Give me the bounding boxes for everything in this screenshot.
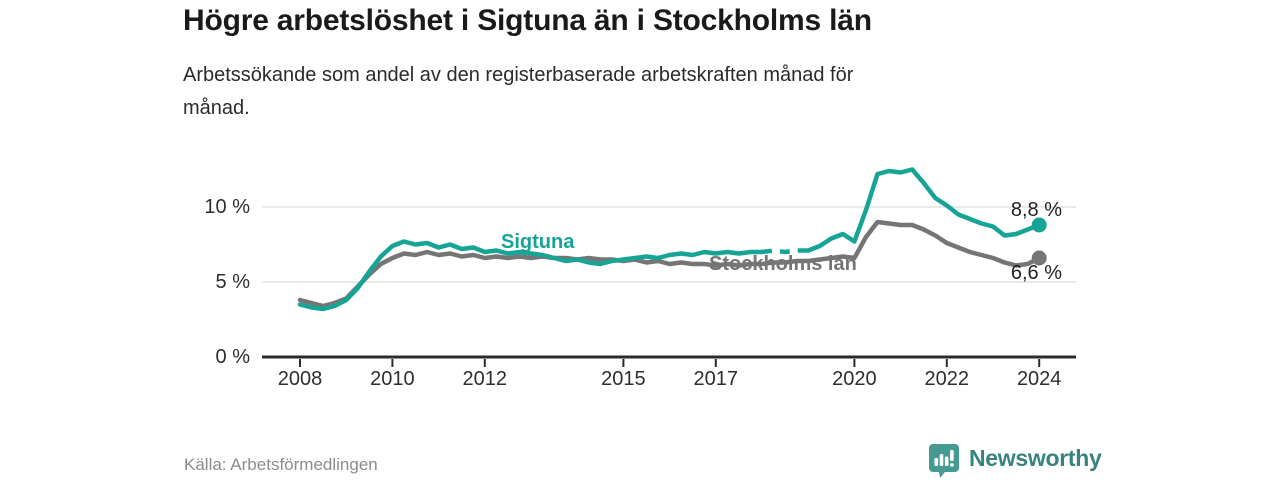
newsworthy-logo: Newsworthy	[928, 443, 1102, 479]
x-tick-label: 2012	[462, 368, 508, 390]
x-axis	[262, 355, 1076, 367]
y-tick-label: 5 %	[215, 271, 250, 293]
end-dot-stockholms-län	[1031, 250, 1047, 266]
x-tick-label: 2010	[370, 368, 415, 390]
brand-name: Newsworthy	[969, 445, 1102, 471]
chart-subtitle: Arbetssökande som andel av den registerb…	[183, 59, 1063, 125]
source-credit: Källa: Arbetsförmedlingen	[184, 455, 378, 474]
end-value-stockholm: 6,6 %	[1010, 262, 1062, 284]
chart-title: Högre arbetslöshet i Sigtuna än i Stockh…	[183, 4, 872, 37]
line-sigtuna	[805, 167, 1042, 253]
series-label-sigtuna: Sigtuna	[501, 231, 575, 253]
end-dot-sigtuna	[1031, 217, 1047, 233]
y-tick-label: 0 %	[215, 346, 250, 368]
data-lines	[297, 167, 1042, 312]
chart-subtitle-line2: månad.	[183, 97, 250, 119]
x-tick-label: 2008	[277, 368, 323, 390]
series-label-stockholm: Stockholms län	[709, 253, 857, 275]
y-tick-label: 10 %	[204, 196, 250, 218]
end-value-sigtuna: 8,8 %	[1010, 199, 1062, 221]
newsworthy-icon	[929, 444, 959, 478]
line-dashed-sigtuna	[761, 248, 809, 255]
line-sigtuna	[297, 239, 765, 312]
x-tick-label: 2022	[924, 368, 970, 390]
chart-subtitle-line1: Arbetssökande som andel av den registerb…	[183, 64, 854, 86]
x-tick-label: 2020	[832, 368, 877, 390]
line-stockholms-län	[297, 219, 1042, 309]
x-tick-label: 2017	[693, 368, 739, 390]
gridlines	[262, 206, 1076, 283]
end-point-dots	[1031, 217, 1047, 266]
x-tick-label: 2015	[601, 368, 646, 390]
x-tick-label: 2024	[1016, 368, 1062, 390]
